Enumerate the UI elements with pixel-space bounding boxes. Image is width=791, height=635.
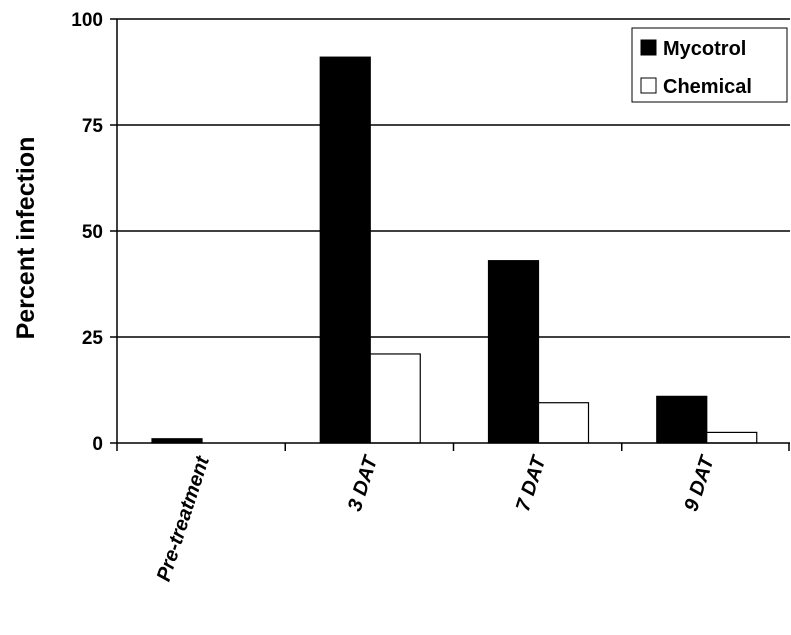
bar-mycotrol-1 <box>319 56 371 444</box>
legend-box <box>631 27 788 103</box>
y-tick-label: 50 <box>82 222 103 243</box>
bar-chemical-2 <box>537 402 590 444</box>
x-category-label: 3 DAT <box>344 452 383 514</box>
legend-swatch-chemical <box>640 77 657 94</box>
bar-mycotrol-3 <box>656 395 708 444</box>
y-tick-label: 0 <box>92 434 103 455</box>
gridlines <box>117 18 790 338</box>
y-axis-title: Percent infection <box>12 137 40 340</box>
x-category-label: 7 DAT <box>512 452 551 514</box>
bar-chemical-1 <box>369 353 421 444</box>
legend-swatch-mycotrol <box>640 39 657 56</box>
y-tick-label: 25 <box>82 328 104 349</box>
y-tick-label: 75 <box>82 116 104 137</box>
x-category-label: Pre-treatment <box>153 452 215 584</box>
legend-label-mycotrol: Mycotrol <box>663 38 746 60</box>
bar-chemical-3 <box>706 431 758 444</box>
x-category-label: 9 DAT <box>680 452 719 514</box>
bars <box>151 56 758 444</box>
bar-mycotrol-2 <box>487 260 540 444</box>
legend-label-chemical: Chemical <box>663 76 752 98</box>
legend: Mycotrol Chemical <box>631 27 788 103</box>
y-tick-label: 100 <box>71 10 103 31</box>
